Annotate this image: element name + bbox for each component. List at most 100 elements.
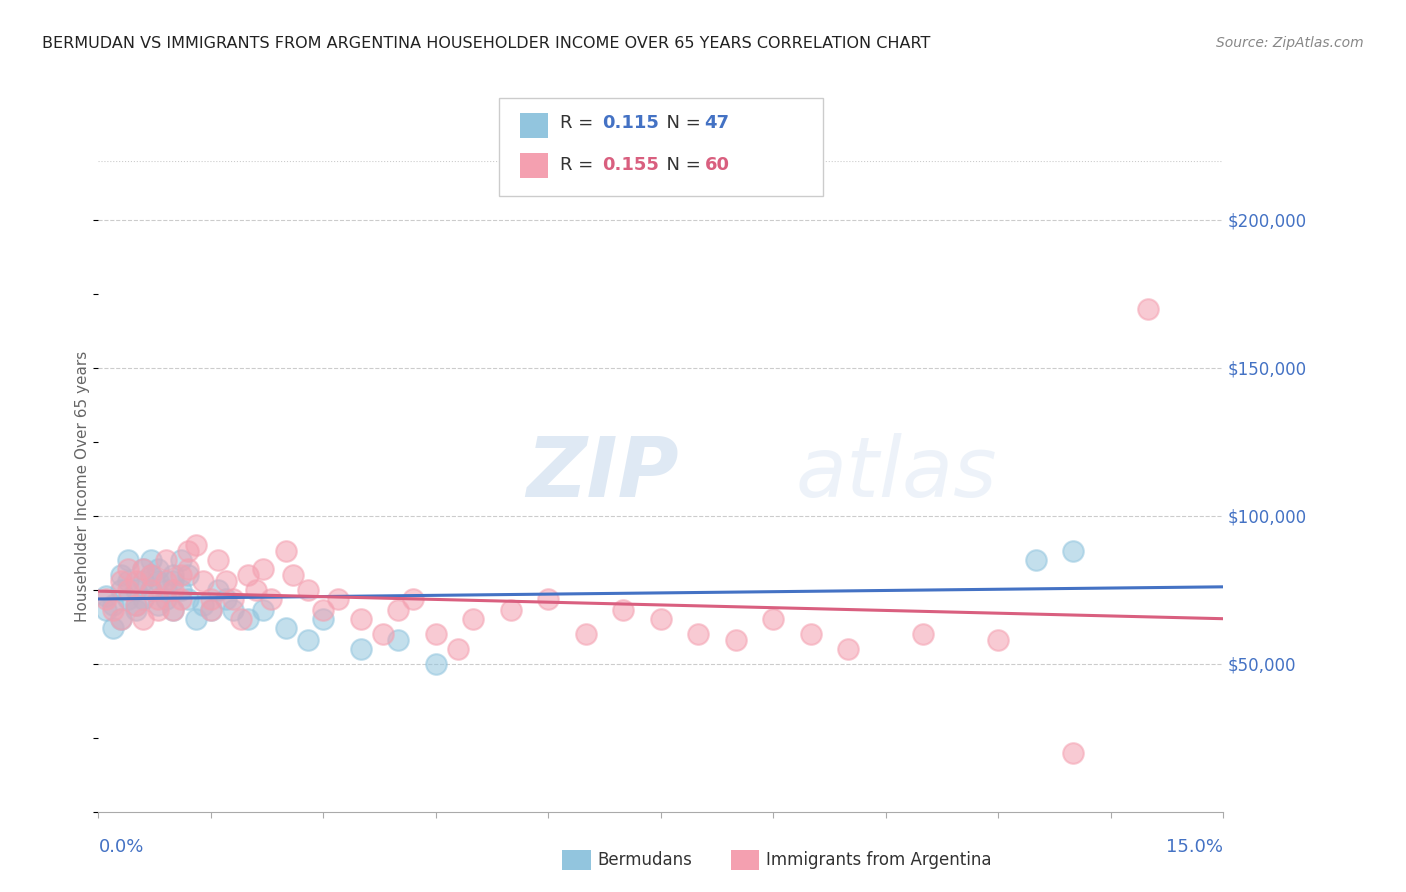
Point: [215, 574, 238, 588]
Point: [184, 612, 207, 626]
Point: [222, 591, 245, 606]
Point: [162, 582, 184, 597]
Point: [312, 603, 335, 617]
Point: [162, 603, 184, 617]
Point: [117, 582, 139, 597]
Point: [274, 544, 297, 558]
Point: [987, 633, 1010, 648]
Point: [170, 553, 193, 567]
Point: [238, 612, 260, 626]
Point: [148, 598, 170, 612]
Point: [425, 657, 447, 671]
Point: [260, 591, 283, 606]
Point: [155, 582, 177, 597]
Point: [207, 582, 229, 597]
Point: [170, 591, 193, 606]
Point: [350, 642, 373, 657]
Point: [537, 591, 560, 606]
Point: [229, 612, 252, 626]
Point: [328, 591, 350, 606]
Point: [252, 603, 274, 617]
Point: [125, 582, 148, 597]
Point: [222, 603, 245, 617]
Point: [425, 627, 447, 641]
Point: [132, 612, 155, 626]
Point: [125, 603, 148, 617]
Point: [155, 574, 177, 588]
Point: [132, 574, 155, 588]
Point: [350, 612, 373, 626]
Point: [387, 603, 409, 617]
Point: [387, 633, 409, 648]
Point: [103, 603, 125, 617]
Point: [110, 574, 132, 588]
Point: [162, 568, 184, 582]
Point: [207, 553, 229, 567]
Point: [117, 562, 139, 576]
Text: R =: R =: [560, 156, 599, 174]
Point: [125, 598, 148, 612]
Point: [177, 544, 200, 558]
Text: 0.155: 0.155: [602, 156, 658, 174]
Point: [912, 627, 935, 641]
Point: [402, 591, 425, 606]
Text: Bermudans: Bermudans: [598, 851, 692, 869]
Point: [575, 627, 598, 641]
Point: [312, 612, 335, 626]
Point: [283, 568, 305, 582]
Point: [139, 568, 162, 582]
Text: 47: 47: [704, 114, 730, 132]
Point: [139, 568, 162, 582]
Point: [148, 574, 170, 588]
Point: [110, 612, 132, 626]
Point: [139, 553, 162, 567]
Point: [94, 603, 117, 617]
Point: [117, 591, 139, 606]
Point: [724, 633, 747, 648]
Point: [200, 591, 222, 606]
Point: [139, 582, 162, 597]
Point: [837, 642, 859, 657]
Point: [148, 562, 170, 576]
Text: 60: 60: [704, 156, 730, 174]
Point: [762, 612, 785, 626]
Text: BERMUDAN VS IMMIGRANTS FROM ARGENTINA HOUSEHOLDER INCOME OVER 65 YEARS CORRELATI: BERMUDAN VS IMMIGRANTS FROM ARGENTINA HO…: [42, 36, 931, 51]
Point: [245, 582, 267, 597]
Y-axis label: Householder Income Over 65 years: Householder Income Over 65 years: [75, 351, 90, 622]
Point: [200, 603, 222, 617]
Point: [117, 574, 139, 588]
Point: [184, 538, 207, 552]
Point: [238, 568, 260, 582]
Point: [148, 603, 170, 617]
Point: [148, 591, 170, 606]
Point: [177, 568, 200, 582]
Point: [373, 627, 395, 641]
Point: [252, 562, 274, 576]
Point: [94, 591, 117, 606]
Point: [110, 612, 132, 626]
Point: [193, 598, 215, 612]
Point: [1062, 544, 1084, 558]
Point: [447, 642, 470, 657]
Point: [274, 621, 297, 635]
Point: [125, 574, 148, 588]
Point: [200, 603, 222, 617]
Text: 0.115: 0.115: [602, 114, 658, 132]
Point: [110, 582, 132, 597]
Point: [688, 627, 710, 641]
Text: N =: N =: [655, 156, 707, 174]
Point: [297, 633, 319, 648]
Point: [110, 568, 132, 582]
Point: [117, 553, 139, 567]
Point: [155, 553, 177, 567]
Point: [170, 582, 193, 597]
Point: [297, 582, 319, 597]
Text: Immigrants from Argentina: Immigrants from Argentina: [766, 851, 991, 869]
Point: [800, 627, 823, 641]
Point: [125, 598, 148, 612]
Point: [650, 612, 672, 626]
Point: [162, 574, 184, 588]
Text: R =: R =: [560, 114, 599, 132]
Point: [132, 562, 155, 576]
Point: [215, 591, 238, 606]
